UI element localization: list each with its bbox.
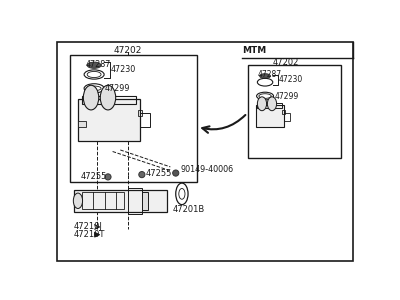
Bar bbox=[142, 191, 148, 210]
Bar bbox=[284, 113, 290, 121]
Text: 47299: 47299 bbox=[105, 84, 130, 93]
Ellipse shape bbox=[257, 97, 267, 111]
Ellipse shape bbox=[105, 174, 111, 180]
Text: MTM: MTM bbox=[242, 46, 266, 55]
Text: 47287: 47287 bbox=[86, 60, 111, 69]
Text: 47202: 47202 bbox=[273, 58, 299, 67]
Bar bbox=[82, 192, 124, 209]
Text: 47299: 47299 bbox=[274, 92, 298, 100]
Text: 47230: 47230 bbox=[279, 75, 303, 84]
Text: 47210T: 47210T bbox=[74, 230, 106, 239]
Ellipse shape bbox=[83, 85, 99, 110]
Text: 47202: 47202 bbox=[114, 46, 142, 55]
Text: 47201B: 47201B bbox=[173, 205, 205, 214]
Bar bbox=[248, 65, 340, 158]
Bar bbox=[140, 113, 150, 127]
Text: 47287: 47287 bbox=[257, 70, 282, 79]
Bar bbox=[128, 188, 142, 214]
Bar bbox=[78, 99, 140, 142]
Bar bbox=[78, 121, 86, 127]
Text: 47230: 47230 bbox=[110, 65, 136, 74]
Ellipse shape bbox=[100, 85, 116, 110]
Bar bbox=[256, 105, 284, 127]
Bar bbox=[257, 103, 282, 108]
Bar bbox=[138, 110, 142, 116]
Bar bbox=[82, 96, 136, 104]
Text: 90149-40006: 90149-40006 bbox=[180, 165, 234, 174]
Bar bbox=[282, 110, 285, 114]
Ellipse shape bbox=[260, 74, 270, 78]
Bar bbox=[70, 55, 197, 182]
Ellipse shape bbox=[139, 172, 145, 178]
Text: 47255: 47255 bbox=[80, 172, 107, 182]
Ellipse shape bbox=[87, 62, 101, 68]
Ellipse shape bbox=[267, 97, 277, 111]
Text: 47255: 47255 bbox=[146, 169, 172, 178]
Ellipse shape bbox=[173, 170, 179, 176]
Bar bbox=[74, 190, 166, 212]
Ellipse shape bbox=[73, 193, 82, 208]
Text: 47210J: 47210J bbox=[74, 223, 103, 232]
